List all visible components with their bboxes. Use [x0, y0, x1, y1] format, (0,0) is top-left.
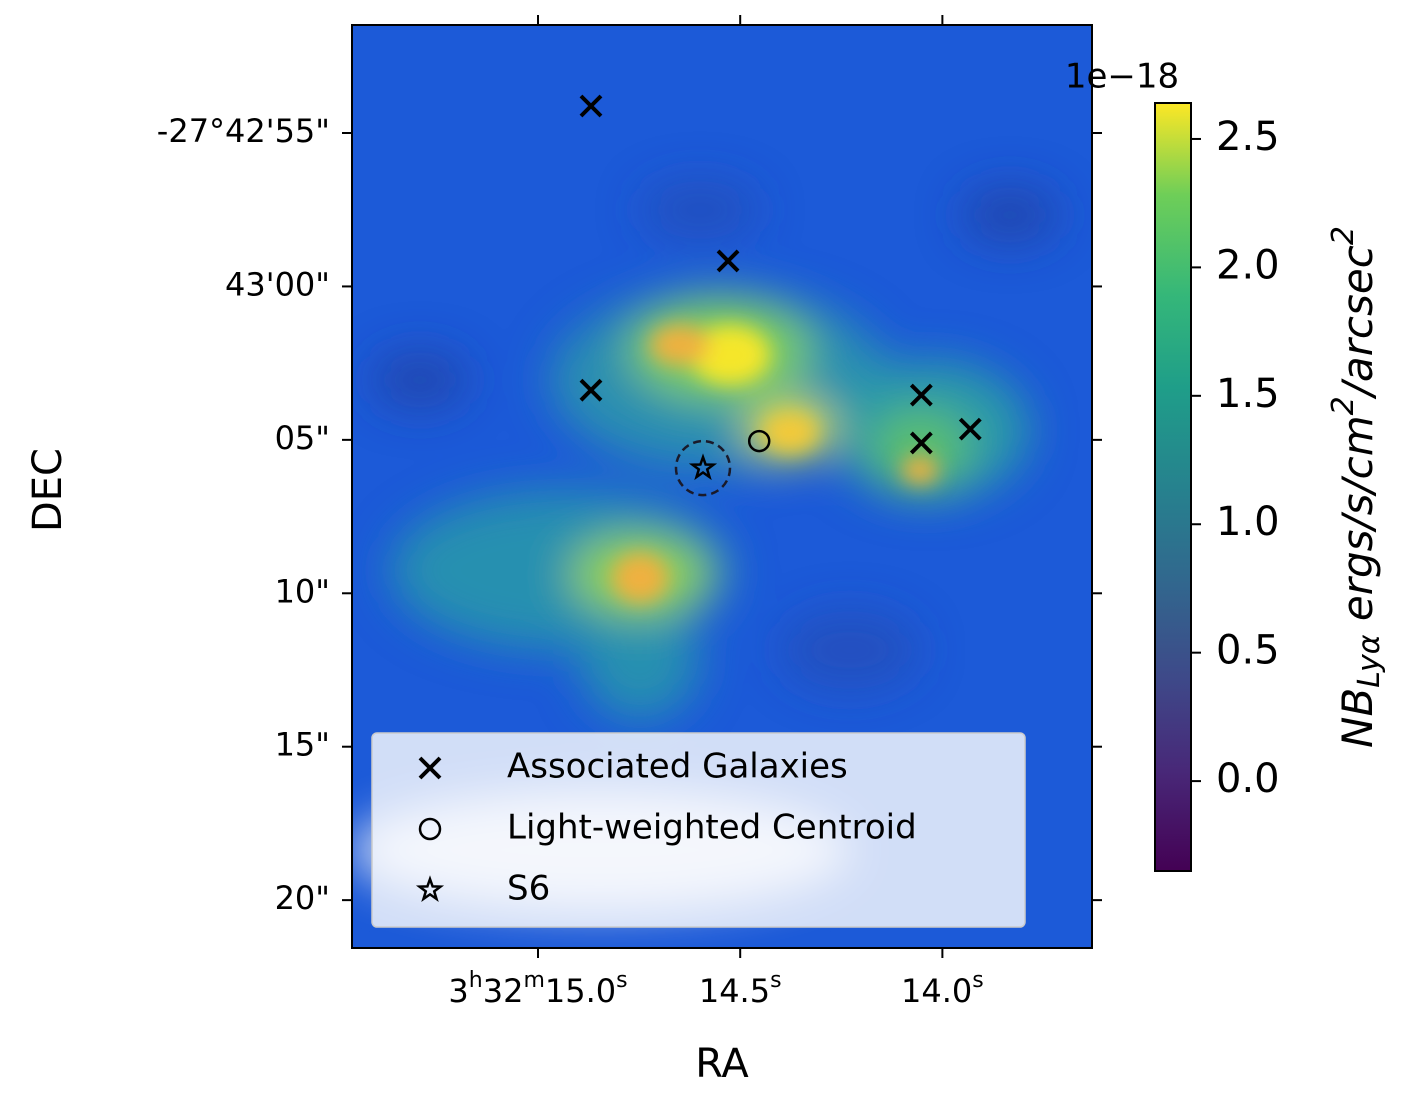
- star-marker: [415, 875, 445, 902]
- x-tick-label: 14.0s: [901, 968, 984, 1010]
- x-axis-label: RA: [695, 1041, 749, 1087]
- colorbar-label-part: Lyα: [1352, 634, 1387, 687]
- legend-label: S6: [507, 869, 550, 909]
- x-marker: [716, 249, 740, 273]
- colorbar-tick-label: 1.0: [1216, 499, 1280, 545]
- y-axis-label: DEC: [25, 448, 71, 532]
- star-marker: [688, 453, 718, 481]
- x-marker: [418, 756, 442, 780]
- colorbar-tick-label: 0.5: [1216, 628, 1280, 674]
- y-tick-label: 43'00": [225, 265, 330, 303]
- legend-label: Light-weighted Centroid: [507, 808, 917, 848]
- colorbar-label-part: 2: [1326, 226, 1361, 245]
- colorbar-tick-label: 2.0: [1216, 242, 1280, 288]
- colorbar: [1154, 102, 1192, 872]
- colorbar-tick-label: 1.5: [1216, 371, 1280, 417]
- legend-label: Associated Galaxies: [507, 747, 848, 787]
- y-tick-label: -27°42'55": [157, 112, 330, 150]
- colorbar-label-part: NB: [1333, 688, 1382, 748]
- circle-marker: [418, 817, 442, 841]
- x-tick-label: 3h32m15.0s: [448, 968, 627, 1010]
- legend-box: [371, 732, 1026, 928]
- aperture: [674, 439, 732, 497]
- colorbar-label-part: /arcsec: [1333, 245, 1382, 400]
- x-tick-label: 14.5s: [699, 968, 782, 1010]
- x-marker: [958, 417, 982, 441]
- colorbar-tick-label: 2.5: [1216, 114, 1280, 160]
- plot-frame: [351, 24, 1093, 949]
- colorbar-tick-label: 0.0: [1216, 756, 1280, 802]
- legend: Associated Galaxies Light-weighted Centro…: [371, 732, 1026, 928]
- x-marker: [909, 383, 933, 407]
- y-tick-label: 10": [275, 572, 330, 610]
- x-marker: [579, 94, 603, 118]
- x-marker: [579, 378, 603, 402]
- circle-marker: [747, 429, 771, 453]
- colorbar-label: NBLyα ergs/s/cm2/arcsec2: [1326, 226, 1387, 748]
- y-tick-label: 15": [275, 726, 330, 764]
- colorbar-label-part: ergs/s/cm: [1333, 415, 1382, 634]
- colorbar-offset: 1e−18: [1065, 57, 1179, 97]
- x-marker: [909, 431, 933, 455]
- y-tick-label: 05": [275, 419, 330, 457]
- colorbar-label-part: 2: [1326, 396, 1361, 415]
- y-tick-label: 20": [275, 879, 330, 917]
